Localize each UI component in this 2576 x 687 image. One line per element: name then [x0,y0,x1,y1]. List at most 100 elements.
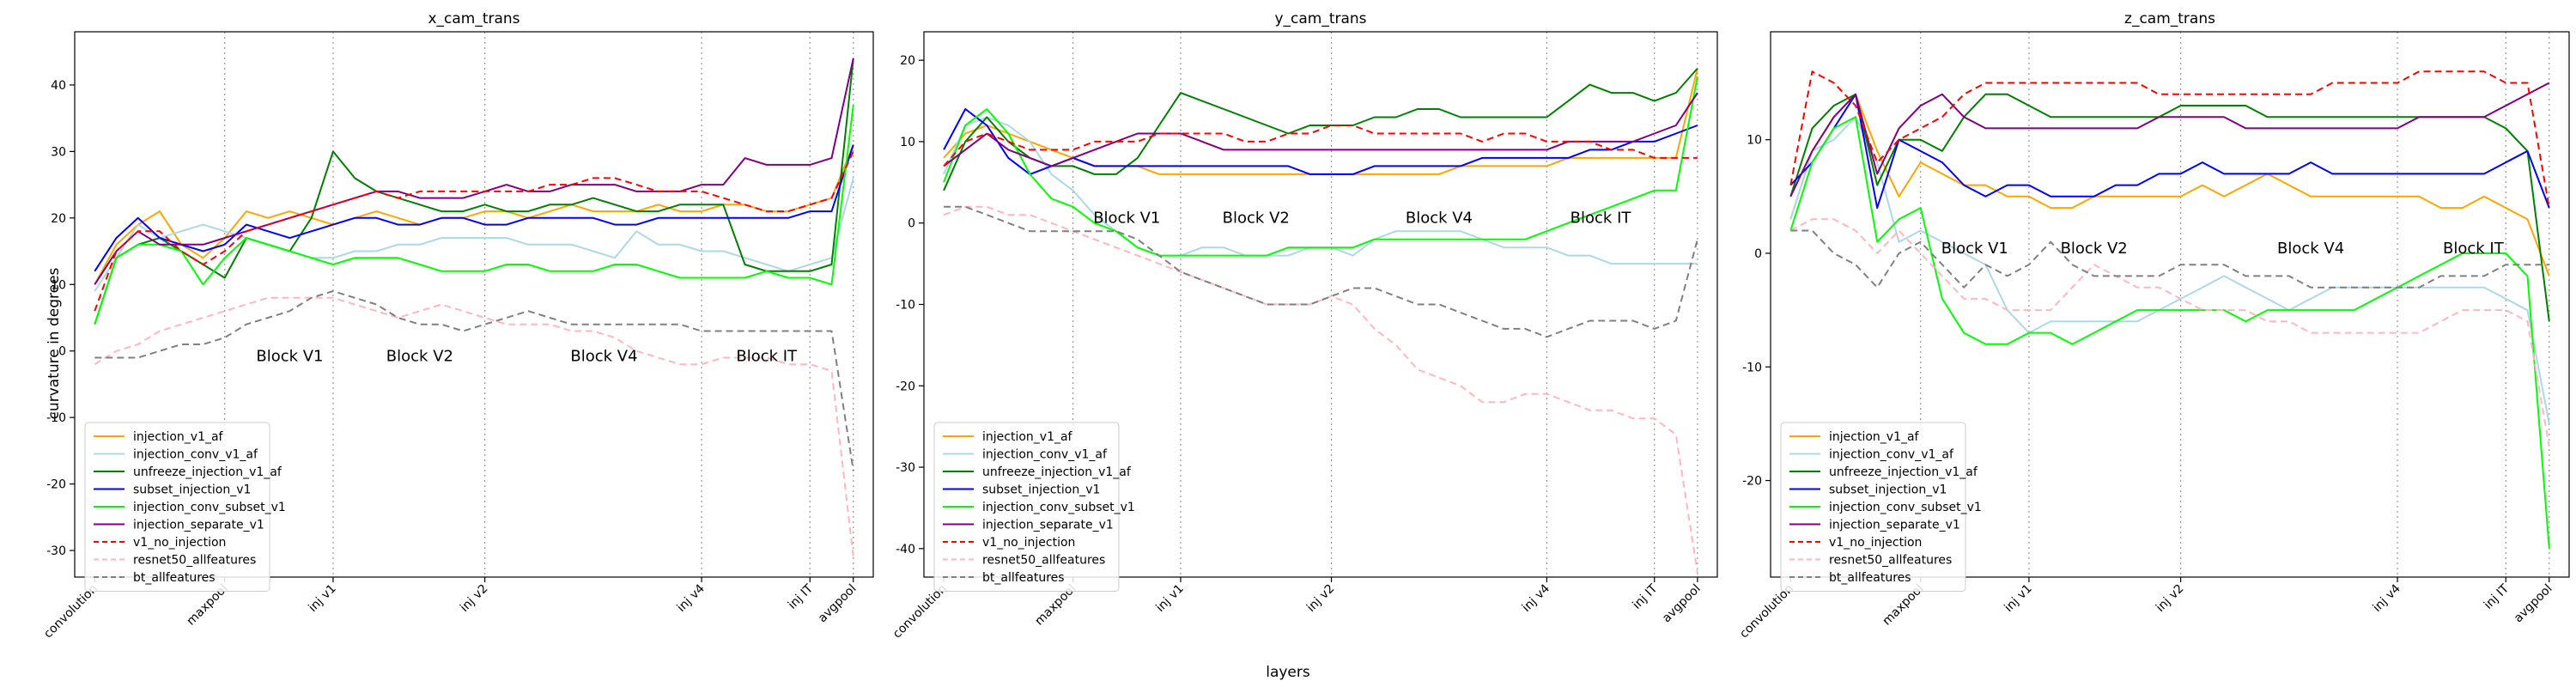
legend-label: injection_separate_v1 [982,519,1114,532]
x-tick-label: inj v2 [2154,582,2186,615]
y-tick-label: -40 [896,543,915,556]
x-tick-label: avgpool [1660,582,1704,626]
chart-panel-1: x_cam_trans Block V1 Block V2 Block V4 Block… [41,10,874,641]
block-label: Block V4 [2277,240,2344,258]
legend: injection_v1_af injection_conv_v1_afunfre… [84,422,286,592]
series-line-injection-v1-af [943,68,1698,175]
y-tick-label: -20 [1742,475,1762,489]
legend-label: subset_injection_v1 [982,483,1100,497]
chart-title: y_cam_trans [1274,10,1366,27]
block-label: Block V2 [1223,210,1290,228]
legend-box [84,422,270,592]
legend-label: injection_conv_subset_v1 [1829,501,1982,514]
legend-box [933,422,1120,592]
legend: injection_v1_af injection_conv_v1_afunfre… [933,422,1135,592]
series-line-unfreeze-injection-v1-af [94,58,854,325]
series-line-injection-separate-v1 [94,58,854,285]
series-line-bt-allfeatures [944,205,1698,338]
block-label: Block V1 [256,347,323,365]
x-tick-label: inj v1 [306,582,338,615]
chart-title: z_cam_trans [2124,10,2215,27]
legend-label: resnet50_allfeatures [1829,554,1952,568]
series-line-injection-separate-v1 [1789,82,2550,198]
legend-label: v1_no_injection [133,536,226,550]
x-tick-label: inj v4 [1520,581,1552,614]
series-line-bt-allfeatures [1790,229,2549,289]
y-tick-label: 10 [900,136,915,149]
legend-label: v1_no_injection [1829,536,1922,550]
x-tick-label: inj IT [1630,581,1661,612]
y-tick-label: 30 [51,145,66,159]
series-line-injection-conv-subset-v1 [943,76,1698,257]
legend-label: resnet50_allfeatures [982,554,1105,568]
series-line-injection-conv-subset-v1 [94,105,854,325]
legend-label: injection_separate_v1 [133,519,264,532]
legend-label: subset_injection_v1 [1829,483,1947,497]
legend-label: injection_v1_af [982,430,1073,444]
legend-label: injection_conv_v1_af [982,448,1108,462]
y-tick-label: 10 [51,278,66,292]
series-line-unfreeze-injection-v1-af [943,67,1698,192]
series-line-v1-no-injection [1789,70,2550,209]
y-tick-label: 20 [51,212,66,226]
legend-label: injection_v1_af [133,430,224,444]
y-tick-label: -20 [46,478,66,492]
series-line-injection-separate-v1 [943,92,1698,167]
series-line-resnet50-allfeatures [943,205,1698,574]
series-line-resnet50-allfeatures [94,296,854,557]
series-line-injection-conv-v1-af [94,178,854,292]
x-tick-label: inj IT [2482,581,2512,612]
y-tick-label: 10 [1747,134,1762,148]
plot-frame [1770,31,2570,578]
figure-y-axis-label: curvature in degrees [46,267,63,419]
series-line-injection-conv-v1-af [1789,116,2550,424]
legend-label: unfreeze_injection_v1_af [982,465,1132,479]
x-tick-label: inj v4 [2370,581,2403,614]
series-line-subset-injection-v1 [1789,93,2550,210]
x-tick-label: inj v1 [1153,582,1186,615]
series-line-injection-conv-subset-v1 [1789,116,2550,549]
x-tick-label: avgpool [2512,582,2555,626]
legend-label: injection_conv_subset_v1 [982,501,1135,514]
block-label: Block V1 [1941,240,2008,258]
y-tick-label: 0 [1754,247,1762,261]
legend-label: v1_no_injection [982,536,1075,550]
y-tick-label: 40 [51,79,66,93]
block-label: Block IT [2443,240,2505,258]
legend-label: unfreeze_injection_v1_af [133,465,283,479]
series-line-injection-v1-af [94,144,854,285]
series-line-v1-no-injection [94,150,854,312]
legend-label: injection_separate_v1 [1829,519,1960,532]
series-line-subset-injection-v1 [94,144,854,272]
series-line-injection-v1-af [1789,93,2550,277]
block-label: Block IT [1571,210,1632,228]
series-line-bt-allfeatures [94,290,854,471]
y-tick-label: 0 [58,345,66,359]
y-tick-label: -30 [46,544,66,558]
x-tick-label: inj IT [786,581,817,612]
legend-label: unfreeze_injection_v1_af [1829,465,1978,479]
chart-panel-3: z_cam_trans Block V1 Block V2 Block V4 Block… [1737,10,2570,641]
legend-box [1780,422,1966,592]
legend-label: subset_injection_v1 [133,483,251,497]
y-tick-label: 0 [908,217,915,231]
block-label: Block V2 [2061,240,2128,258]
y-tick-label: -10 [896,299,915,313]
y-tick-label: 20 [900,54,915,68]
legend: injection_v1_af injection_conv_v1_afunfre… [1780,422,1982,592]
block-label: Block V1 [1093,210,1160,228]
y-tick-label: -10 [1742,361,1762,374]
series-line-injection-conv-v1-af [943,116,1698,265]
chart-panel-2: y_cam_trans Block V1 Block V2 Block V4 Block… [890,10,1718,641]
block-label: Block V2 [386,347,453,365]
plot-frame [74,31,874,578]
legend-label: resnet50_allfeatures [133,554,256,568]
y-tick-label: -10 [46,411,66,425]
x-tick-label: inj v1 [2002,582,2034,615]
x-tick-label: inj v2 [458,582,490,615]
series-line-v1-no-injection [943,125,1698,167]
x-tick-label: inj v4 [674,581,707,614]
y-tick-label: -20 [896,380,915,393]
x-tick-label: inj v2 [1304,582,1337,615]
